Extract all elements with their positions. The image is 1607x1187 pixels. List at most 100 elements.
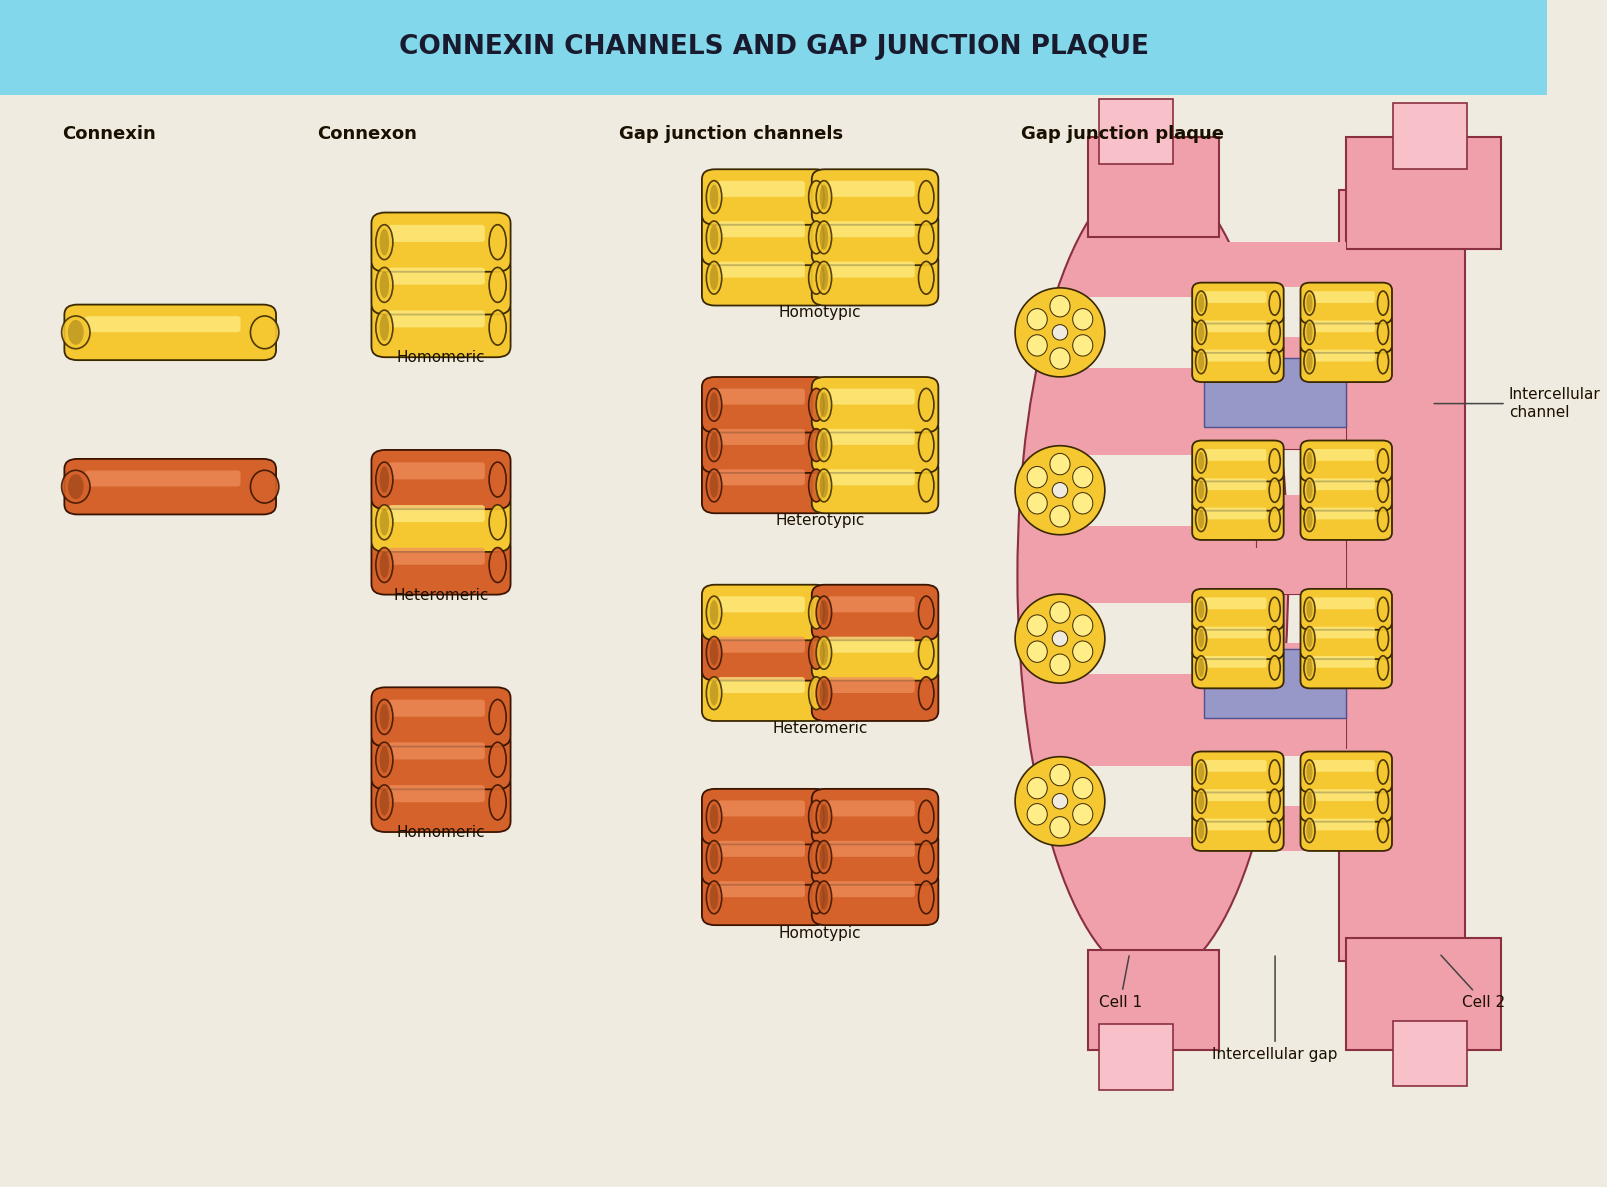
Ellipse shape	[918, 221, 934, 254]
Ellipse shape	[61, 470, 90, 503]
FancyBboxPatch shape	[1300, 499, 1392, 540]
Bar	[1059, 297, 1252, 368]
Ellipse shape	[1305, 629, 1311, 648]
Ellipse shape	[918, 677, 934, 710]
FancyBboxPatch shape	[1202, 478, 1266, 490]
Ellipse shape	[820, 681, 828, 705]
Ellipse shape	[1268, 627, 1279, 650]
Ellipse shape	[1303, 349, 1315, 374]
Ellipse shape	[820, 266, 828, 291]
Bar	[1098, 1024, 1172, 1090]
FancyBboxPatch shape	[85, 316, 241, 332]
FancyBboxPatch shape	[828, 800, 914, 817]
Ellipse shape	[1305, 792, 1311, 811]
Ellipse shape	[808, 469, 823, 502]
Ellipse shape	[489, 785, 506, 820]
Ellipse shape	[1305, 353, 1311, 370]
FancyBboxPatch shape	[812, 789, 938, 844]
Bar	[1059, 455, 1252, 526]
Ellipse shape	[1196, 597, 1205, 622]
Text: Gap junction channels: Gap junction channels	[619, 125, 842, 142]
FancyBboxPatch shape	[702, 458, 828, 513]
Ellipse shape	[1377, 320, 1388, 344]
Ellipse shape	[1196, 627, 1205, 650]
Bar	[1345, 137, 1499, 249]
Ellipse shape	[1049, 764, 1069, 786]
FancyBboxPatch shape	[371, 773, 511, 832]
Ellipse shape	[709, 805, 718, 829]
FancyBboxPatch shape	[1300, 751, 1392, 793]
FancyBboxPatch shape	[717, 636, 805, 653]
Bar	[1204, 358, 1345, 427]
Bar	[1059, 603, 1252, 674]
Ellipse shape	[816, 429, 831, 462]
Ellipse shape	[67, 475, 84, 500]
FancyBboxPatch shape	[1300, 440, 1392, 482]
FancyBboxPatch shape	[812, 585, 938, 640]
Ellipse shape	[918, 636, 934, 669]
FancyBboxPatch shape	[1311, 789, 1374, 801]
Ellipse shape	[808, 221, 823, 254]
Bar	[1204, 548, 1345, 594]
Ellipse shape	[1268, 818, 1279, 843]
Ellipse shape	[1303, 478, 1315, 502]
Ellipse shape	[379, 509, 389, 535]
FancyBboxPatch shape	[717, 180, 805, 197]
Ellipse shape	[705, 261, 722, 294]
FancyBboxPatch shape	[1300, 810, 1392, 851]
Ellipse shape	[918, 596, 934, 629]
Ellipse shape	[1197, 452, 1204, 470]
FancyBboxPatch shape	[1337, 190, 1464, 961]
Ellipse shape	[918, 840, 934, 874]
Ellipse shape	[376, 224, 392, 260]
FancyBboxPatch shape	[1191, 618, 1282, 659]
FancyBboxPatch shape	[1202, 789, 1266, 801]
Ellipse shape	[808, 840, 823, 874]
Text: Heterotypic: Heterotypic	[775, 513, 865, 528]
Ellipse shape	[705, 429, 722, 462]
Ellipse shape	[61, 316, 90, 349]
FancyBboxPatch shape	[1202, 656, 1266, 668]
FancyBboxPatch shape	[1311, 350, 1374, 362]
FancyBboxPatch shape	[371, 535, 511, 595]
Ellipse shape	[1072, 615, 1093, 636]
Ellipse shape	[1014, 445, 1104, 534]
Ellipse shape	[1196, 320, 1205, 344]
Ellipse shape	[808, 261, 823, 294]
FancyBboxPatch shape	[717, 429, 805, 445]
FancyBboxPatch shape	[1202, 350, 1266, 362]
Ellipse shape	[918, 429, 934, 462]
Ellipse shape	[918, 469, 934, 502]
Ellipse shape	[1051, 793, 1067, 810]
FancyBboxPatch shape	[828, 180, 914, 197]
FancyBboxPatch shape	[1300, 647, 1392, 688]
Ellipse shape	[1027, 641, 1046, 662]
Ellipse shape	[379, 272, 389, 298]
Text: Homomeric: Homomeric	[397, 350, 485, 366]
Text: Cell 1: Cell 1	[1098, 956, 1141, 1010]
Ellipse shape	[1196, 291, 1205, 316]
Ellipse shape	[1377, 507, 1388, 532]
Ellipse shape	[1268, 449, 1279, 474]
Ellipse shape	[1072, 641, 1093, 662]
Text: CONNEXIN CHANNELS AND GAP JUNCTION PLAQUE: CONNEXIN CHANNELS AND GAP JUNCTION PLAQU…	[399, 34, 1147, 61]
Ellipse shape	[705, 180, 722, 214]
FancyBboxPatch shape	[387, 699, 485, 717]
FancyBboxPatch shape	[828, 469, 914, 485]
Ellipse shape	[1027, 777, 1046, 799]
FancyBboxPatch shape	[717, 840, 805, 857]
FancyBboxPatch shape	[371, 298, 511, 357]
FancyBboxPatch shape	[1300, 283, 1392, 324]
Ellipse shape	[1196, 760, 1205, 785]
Ellipse shape	[820, 226, 828, 250]
Ellipse shape	[1014, 757, 1104, 845]
Ellipse shape	[1196, 818, 1205, 843]
FancyBboxPatch shape	[387, 310, 485, 328]
Ellipse shape	[1268, 349, 1279, 374]
Ellipse shape	[379, 789, 389, 815]
Ellipse shape	[1196, 789, 1205, 813]
Ellipse shape	[820, 805, 828, 829]
Ellipse shape	[709, 184, 718, 209]
Ellipse shape	[709, 474, 718, 499]
FancyBboxPatch shape	[1191, 440, 1282, 482]
